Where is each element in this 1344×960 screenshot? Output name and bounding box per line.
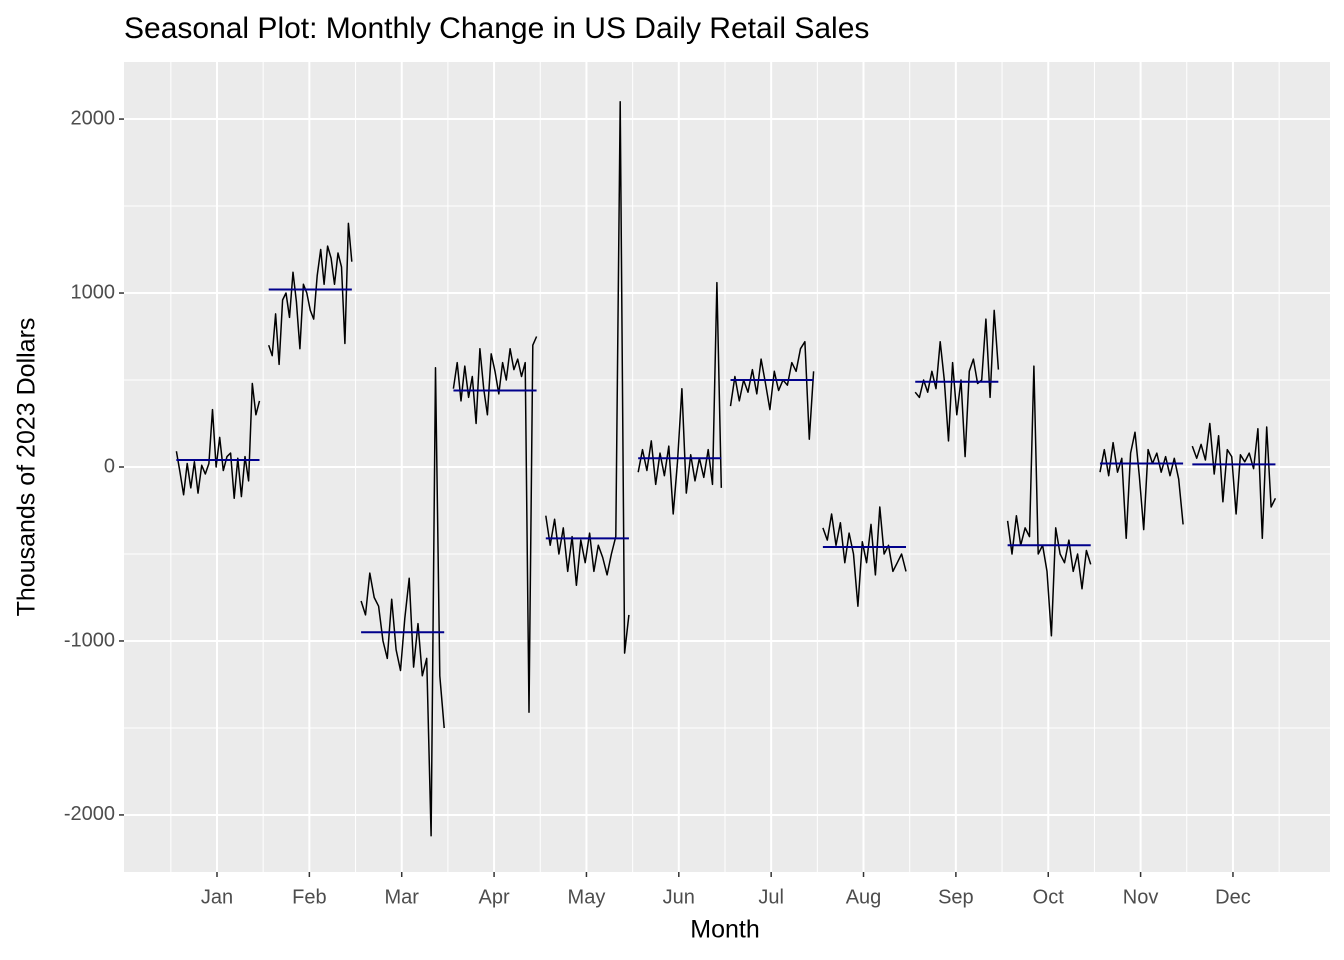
subseries-line xyxy=(267,222,353,366)
subseries-line xyxy=(729,340,815,440)
x-tick-label: Jan xyxy=(201,886,233,908)
y-tick-label: -1000 xyxy=(64,629,115,651)
y-tick-label: -2000 xyxy=(64,803,115,825)
x-tick-label: Jul xyxy=(758,886,784,908)
x-tick-label: Aug xyxy=(846,886,882,908)
x-tick-label: Nov xyxy=(1123,886,1159,908)
subseries-line xyxy=(822,506,907,607)
x-axis-title: Month xyxy=(690,916,759,944)
y-tick-label: 2000 xyxy=(71,107,116,129)
subseries-line xyxy=(452,336,538,714)
x-tick-label: May xyxy=(568,886,606,908)
y-axis-title: Thousands of 2023 Dollars xyxy=(13,318,41,617)
x-tick-label: Dec xyxy=(1215,886,1251,908)
y-tick-label: 0 xyxy=(104,455,115,477)
subseries-line xyxy=(545,100,630,654)
subseries-line xyxy=(1191,422,1277,540)
x-tick-label: Sep xyxy=(938,886,974,908)
subseries-line xyxy=(1099,431,1184,540)
x-tick-label: Mar xyxy=(384,886,419,908)
x-tick-label: Oct xyxy=(1033,886,1065,908)
x-tick-label: Jun xyxy=(663,886,695,908)
x-tick-label: Feb xyxy=(292,886,326,908)
x-tick-label: Apr xyxy=(479,886,510,908)
subseries-line xyxy=(914,309,1000,458)
subseries-line xyxy=(360,367,445,837)
y-tick-label: 1000 xyxy=(71,281,116,303)
subseries-line xyxy=(637,281,723,515)
subseries-line xyxy=(1006,365,1092,637)
chart-title: Seasonal Plot: Monthly Change in US Dail… xyxy=(124,12,869,45)
